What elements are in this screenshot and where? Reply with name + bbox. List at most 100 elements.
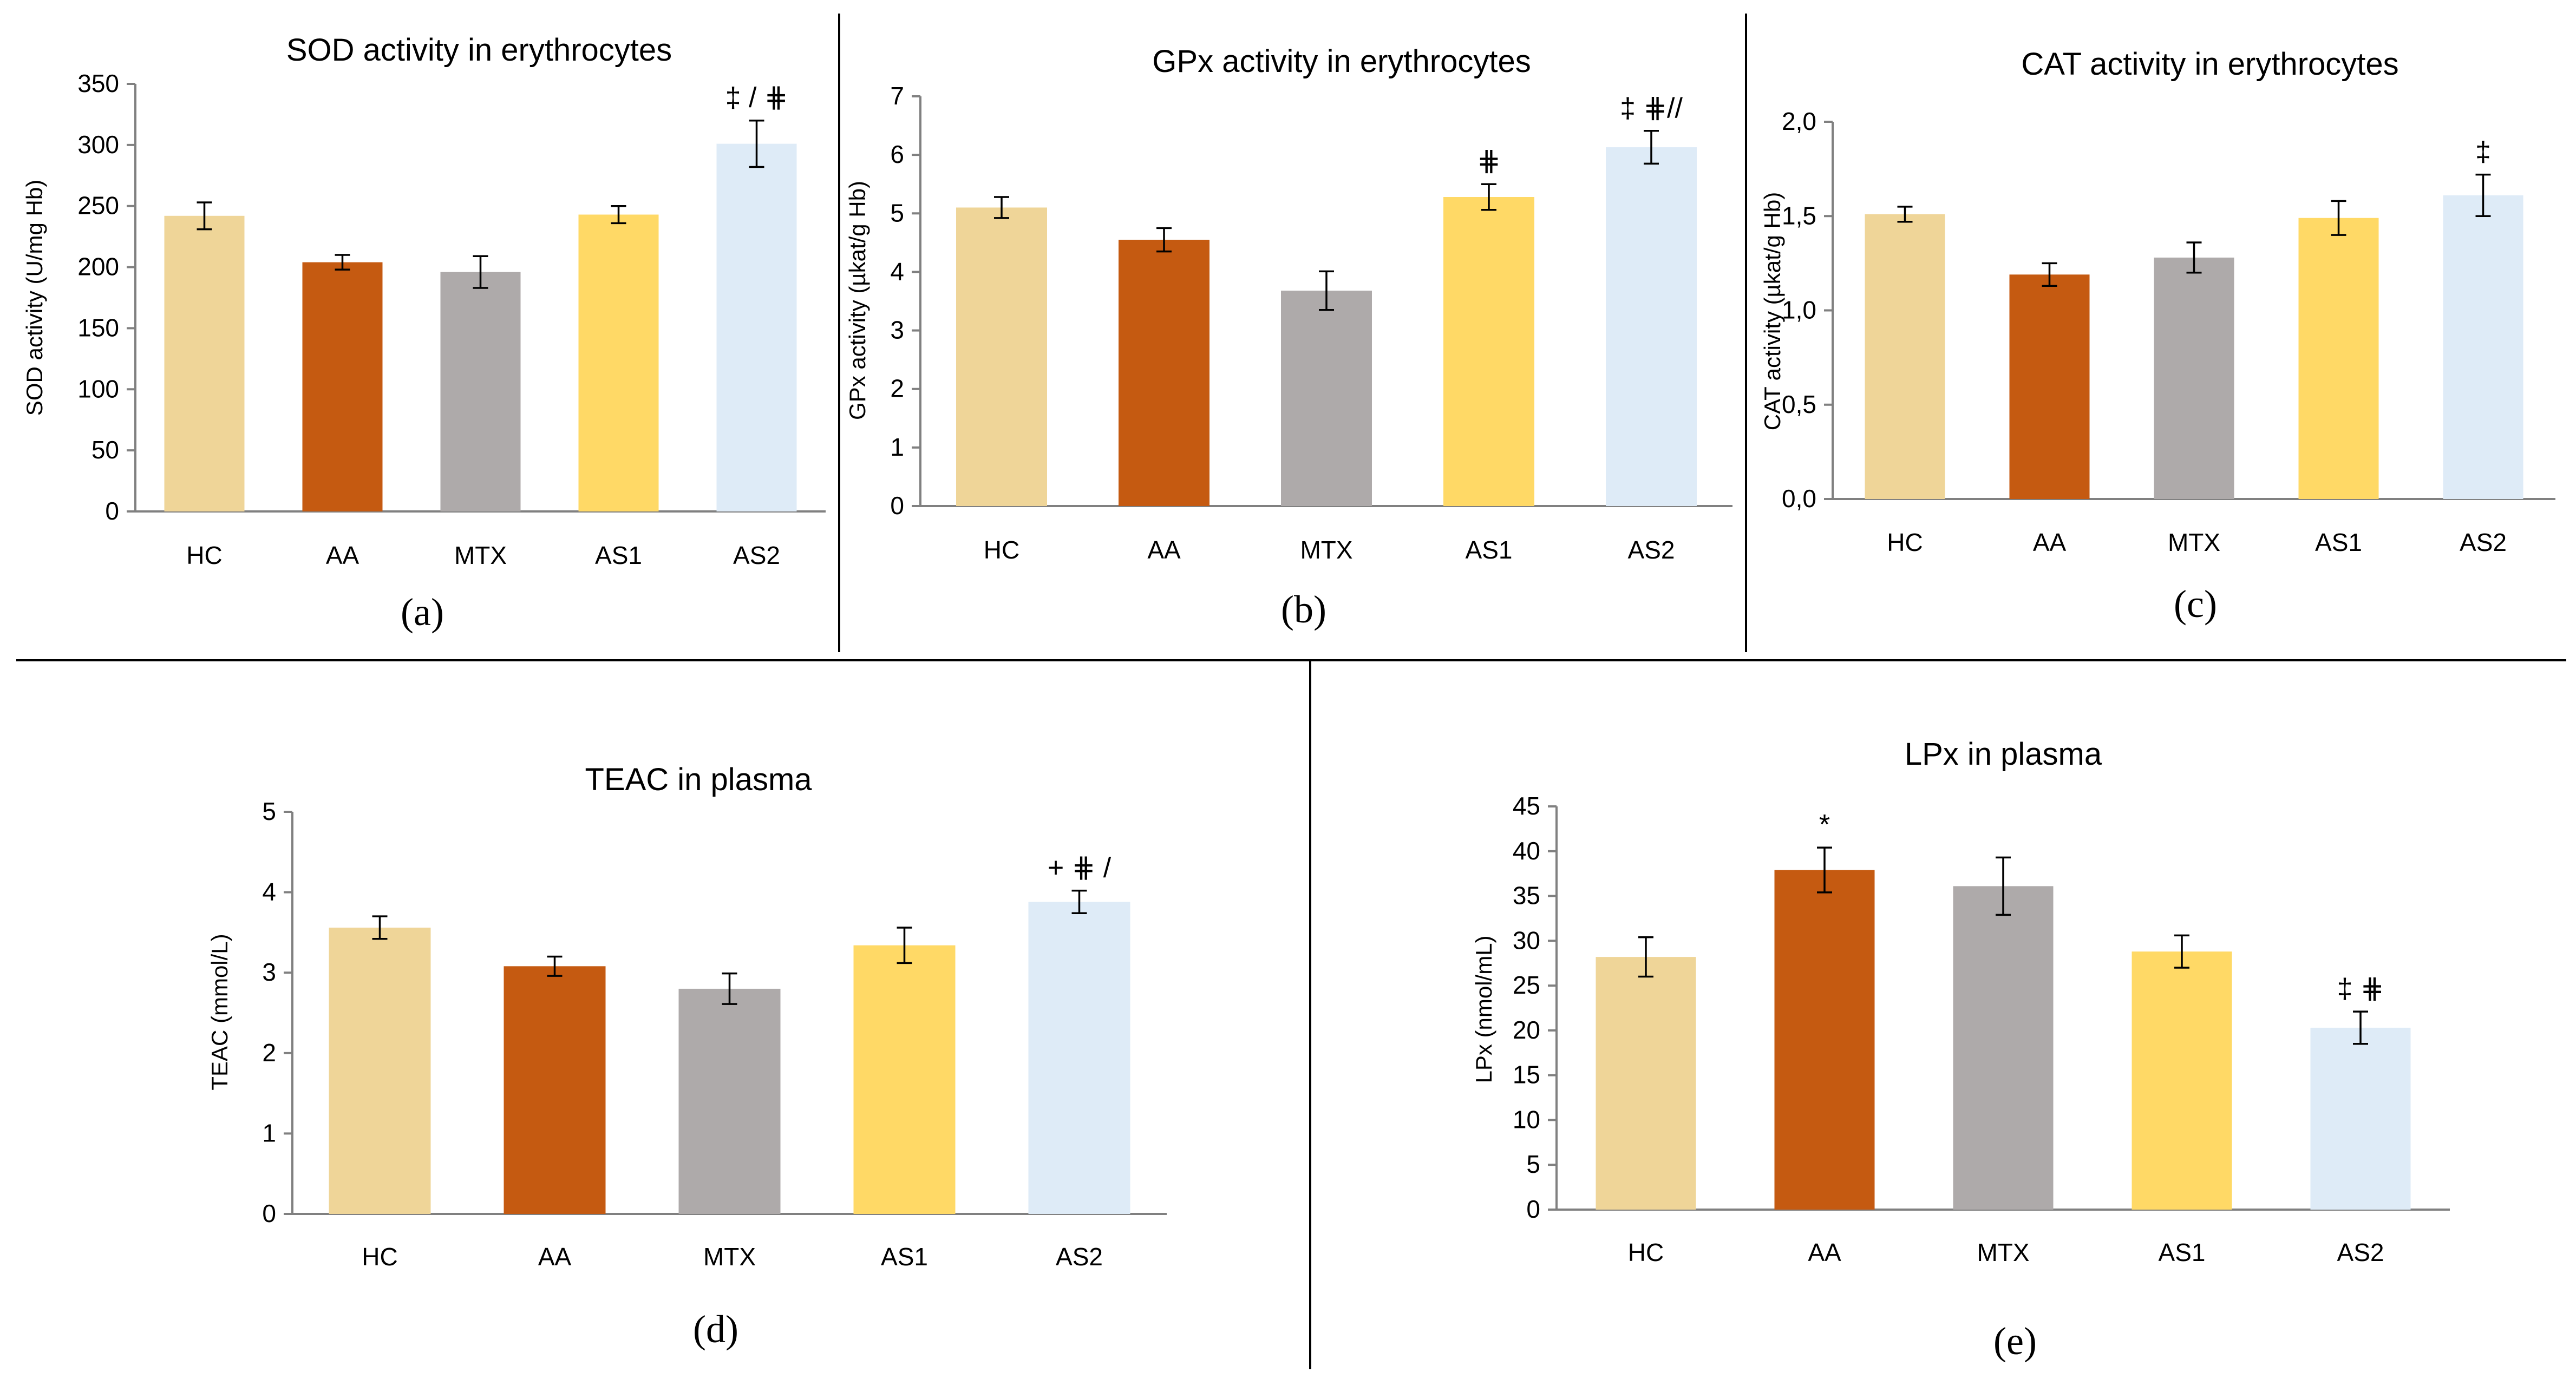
chart-title: CAT activity in erythrocytes: [2021, 47, 2398, 82]
y-tick-label: 15: [1513, 1061, 1540, 1089]
x-tick-label: AS1: [595, 541, 642, 569]
panel-label: (b): [1281, 588, 1326, 631]
bar-as1: [1443, 197, 1534, 506]
y-tick-label: 350: [77, 69, 119, 97]
y-tick-label: 0: [262, 1199, 276, 1227]
x-tick-label: AS2: [2337, 1238, 2384, 1266]
y-tick-label: 1: [262, 1119, 276, 1147]
y-tick-label: 50: [91, 436, 119, 464]
x-tick-label: HC: [186, 541, 222, 569]
x-tick-label: AS1: [1466, 536, 1513, 564]
x-tick-label: HC: [984, 536, 1019, 564]
bar-aa: [1774, 870, 1875, 1210]
bar-as2: [716, 143, 797, 512]
significance-label: + ⋕ /: [1048, 852, 1112, 884]
y-tick-label: 5: [262, 797, 276, 825]
bar-hc: [329, 927, 431, 1214]
y-tick-label: 5: [890, 199, 904, 227]
x-tick-label: AS1: [2315, 528, 2362, 556]
x-tick-label: MTX: [703, 1243, 756, 1271]
panel-label: (a): [401, 590, 444, 634]
chart-panel-1: SOD activity in erythrocytes SOD activity…: [22, 32, 826, 634]
panel-label: (d): [693, 1308, 738, 1351]
bar-aa: [302, 262, 383, 511]
x-tick-label: HC: [1887, 528, 1923, 556]
chart-title: TEAC in plasma: [585, 762, 812, 797]
y-tick-label: 5: [1526, 1150, 1540, 1178]
chart-panel-5: LPx in plasma LPx (nmol/mL) 0 5 10 15 20 25 30 35…: [1471, 737, 2450, 1363]
x-tick-label: HC: [1628, 1238, 1664, 1266]
x-tick-label: AA: [1147, 536, 1181, 564]
x-tick-label: AS2: [1056, 1243, 1103, 1271]
y-tick-label: 45: [1513, 792, 1540, 820]
bar-hc: [164, 215, 245, 511]
bar-mtx: [440, 272, 521, 511]
bar-aa: [1119, 239, 1209, 506]
panel-dividers: [16, 14, 2566, 1369]
x-tick-label: MTX: [1300, 536, 1352, 564]
bar-as2: [1028, 902, 1130, 1214]
y-tick-label: 2: [890, 375, 904, 403]
x-tick-label: AS1: [881, 1243, 928, 1271]
y-tick-label: 0: [1526, 1195, 1540, 1223]
chart-panel-4: TEAC in plasma TEAC (mmol/L) 0 1 2 3 4 5 HC AA MTX…: [207, 762, 1167, 1351]
y-axis-label: GPx activity (µkat/g Hb): [845, 181, 870, 420]
x-tick-label: AA: [1808, 1238, 1841, 1266]
chart-panel-2: GPx activity in erythrocytes GPx activity…: [845, 44, 1732, 631]
y-axis-label: LPx (nmol/mL): [1471, 935, 1496, 1083]
bar-as1: [2298, 218, 2379, 499]
bar-as2: [2443, 195, 2523, 499]
y-tick-label: 0,5: [1782, 390, 1816, 418]
x-tick-label: AA: [538, 1243, 572, 1271]
y-tick-label: 1,5: [1782, 201, 1816, 229]
x-tick-label: AS1: [2159, 1238, 2206, 1266]
y-axis-label: CAT activity (µkat/g Hb): [1760, 192, 1785, 430]
y-tick-label: 150: [77, 313, 119, 342]
x-tick-label: MTX: [2168, 528, 2220, 556]
y-tick-label: 20: [1513, 1016, 1540, 1044]
panel-label: (c): [2174, 582, 2217, 626]
y-tick-label: 250: [77, 192, 119, 220]
y-tick-label: 7: [890, 82, 904, 110]
bar-hc: [1596, 957, 1696, 1210]
bar-as1: [2132, 951, 2232, 1210]
y-tick-label: 300: [77, 130, 119, 159]
y-tick-label: 3: [262, 958, 276, 986]
y-tick-label: 40: [1513, 837, 1540, 865]
chart-title: SOD activity in erythrocytes: [286, 32, 672, 68]
x-tick-label: AA: [2033, 528, 2067, 556]
bar-aa: [504, 966, 606, 1214]
chart-title: GPx activity in erythrocytes: [1152, 44, 1531, 79]
chart-title: LPx in plasma: [1905, 737, 2102, 772]
y-tick-label: 3: [890, 316, 904, 344]
y-tick-label: 6: [890, 140, 904, 168]
y-axis-label: SOD activity (U/mg Hb): [22, 180, 47, 416]
y-tick-label: 35: [1513, 882, 1540, 910]
x-tick-label: AS2: [733, 541, 780, 569]
significance-label: *: [1819, 809, 1830, 840]
bar-hc: [1865, 214, 1945, 499]
bar-aa: [2009, 274, 2090, 499]
y-tick-label: 100: [77, 375, 119, 403]
significance-label: ⋕: [1477, 146, 1501, 177]
significance-label: ‡ ⋕: [2337, 973, 2384, 1004]
x-tick-label: AS2: [1628, 536, 1675, 564]
bar-mtx: [1281, 291, 1372, 506]
y-tick-label: 4: [262, 878, 276, 906]
panel-label: (e): [1993, 1319, 2037, 1363]
y-tick-label: 200: [77, 253, 119, 281]
bar-mtx: [678, 988, 781, 1214]
y-tick-label: 0: [890, 491, 904, 520]
y-tick-label: 10: [1513, 1105, 1540, 1133]
y-tick-label: 2,0: [1782, 107, 1816, 135]
bar-as1: [853, 945, 956, 1214]
y-tick-label: 30: [1513, 926, 1540, 954]
bar-mtx: [2154, 257, 2234, 499]
y-tick-label: 25: [1513, 971, 1540, 999]
bar-mtx: [1953, 886, 2054, 1210]
x-tick-label: MTX: [1977, 1238, 2029, 1266]
significance-label: ‡: [2475, 136, 2491, 168]
significance-label: ‡ ⋕//: [1620, 93, 1683, 124]
y-tick-label: 2: [262, 1039, 276, 1067]
